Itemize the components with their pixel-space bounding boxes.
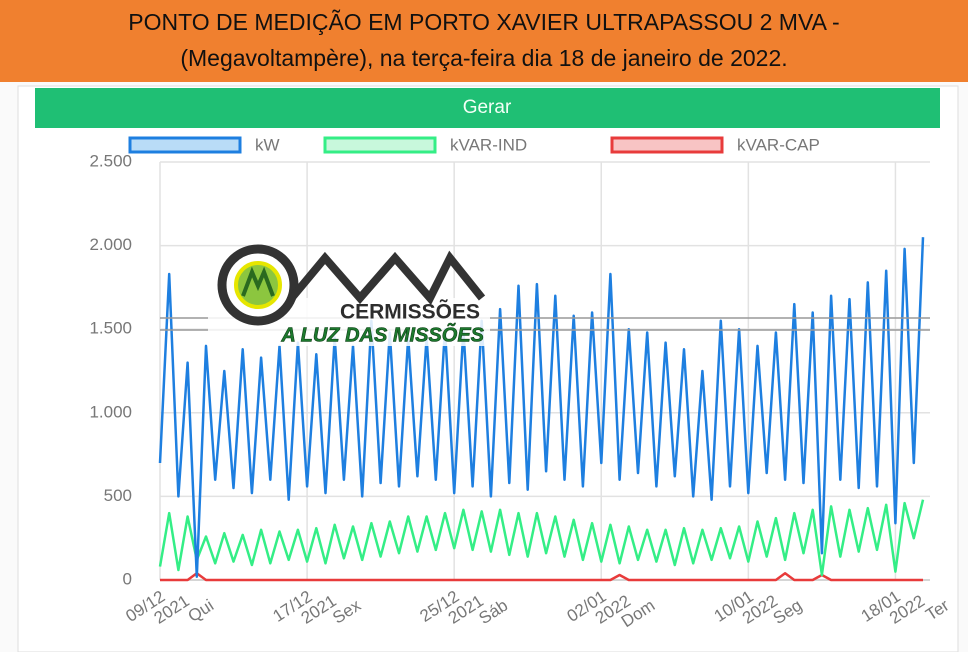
logo: CERMISSÕES A LUZ DAS MISSÕES [160,244,930,347]
logo-tagline: A LUZ DAS MISSÕES [280,322,484,346]
y-tick-label: 1.500 [89,319,132,338]
y-tick-label: 1.000 [89,402,132,421]
y-tick-label: 2.500 [89,151,132,170]
series-line [160,572,923,582]
legend-label: kVAR-CAP [737,135,820,154]
series-line [158,499,925,577]
legend-label: kVAR-IND [450,135,527,154]
legend-swatch [323,136,437,154]
generate-button[interactable] [35,88,940,128]
y-tick-label: 500 [104,486,132,505]
logo-peaks [286,250,486,306]
y-tick-label: 2.000 [89,235,132,254]
legend-swatch [610,136,724,154]
y-tick-label: 0 [123,569,132,588]
generate-button-label[interactable]: Gerar [463,97,512,118]
logo-mark [241,266,275,297]
header-title: (Megavoltampère), na terça-feira dia 18 … [180,45,787,71]
header-title: PONTO DE MEDIÇÃO EM PORTO XAVIER ULTRAPA… [128,9,839,35]
legend-label: kW [255,135,280,154]
legend-swatch [128,136,242,154]
header-banner [0,0,968,82]
chart-panel [17,85,959,653]
logo-ring [217,244,299,326]
series-line [158,237,925,578]
logo-name: CERMISSÕES [340,300,480,324]
